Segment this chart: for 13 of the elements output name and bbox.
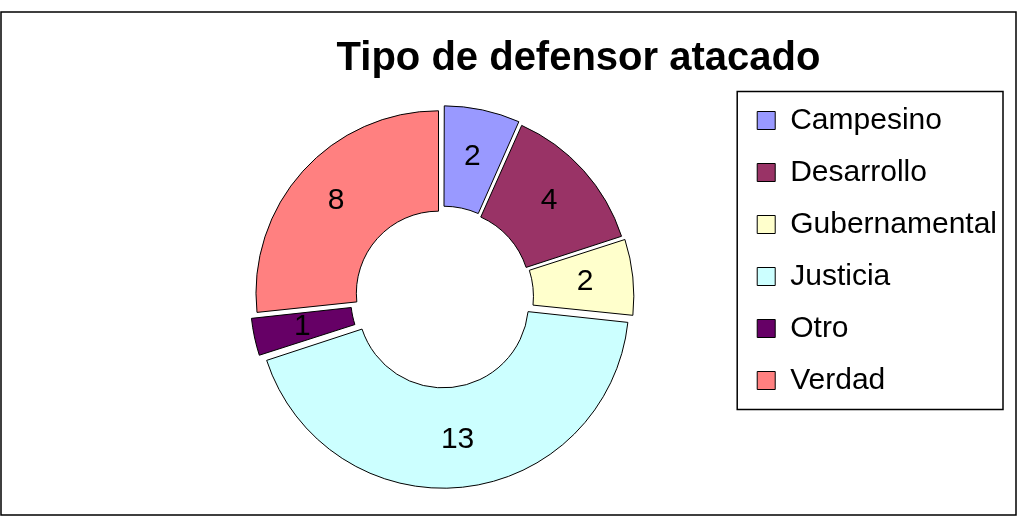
- chart-title: Tipo de defensor atacado: [336, 34, 821, 79]
- data-label: 2: [576, 263, 594, 297]
- data-label: 13: [440, 420, 475, 454]
- legend-label: Desarrollo: [790, 153, 927, 187]
- data-label: 8: [327, 182, 345, 216]
- data-label: 1: [294, 308, 311, 342]
- legend-label: Justicia: [790, 257, 891, 291]
- data-label: 4: [540, 182, 558, 216]
- legend-label: Campesino: [790, 101, 942, 135]
- legend-label: Otro: [790, 309, 849, 343]
- data-label: 2: [464, 138, 481, 172]
- legend-label: Gubernamental: [790, 205, 997, 239]
- legend-label: Verdad: [790, 361, 886, 395]
